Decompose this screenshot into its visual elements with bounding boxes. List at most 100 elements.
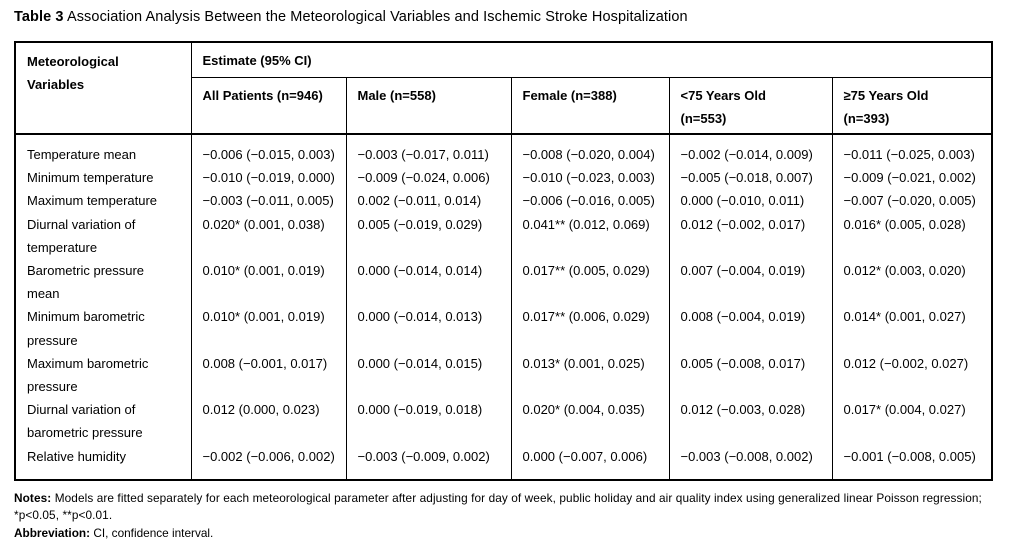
estimate-cell: 0.000 (−0.014, 0.015): [346, 351, 512, 399]
estimate-cell: 0.013* (0.001, 0.025): [511, 351, 670, 399]
row-label-line: Minimum barometric: [27, 309, 145, 325]
estimate-span-header: Estimate (95% CI): [191, 42, 993, 78]
row-label-line: Diurnal variation of: [27, 402, 136, 418]
estimate-cell: −0.006 (−0.015, 0.003): [191, 134, 347, 167]
estimate-cell: 0.005 (−0.008, 0.017): [669, 351, 833, 399]
column-header-line: (n=393): [843, 111, 890, 126]
row-label: Maximum temperature: [15, 189, 192, 213]
estimate-cell: 0.007 (−0.004, 0.019): [669, 259, 833, 306]
estimate-cell: 0.000 (−0.014, 0.014): [346, 259, 512, 306]
estimate-cell: 0.017* (0.004, 0.027): [843, 402, 966, 418]
estimate-cell: 0.000 (−0.010, 0.011): [669, 189, 833, 213]
estimate-cell: −0.003 (−0.008, 0.002): [669, 444, 833, 480]
estimate-cell: −0.010 (−0.019, 0.000): [191, 166, 347, 190]
column-header: ≥75 Years Old (n=393): [832, 77, 993, 135]
estimate-cell: 0.000 (−0.014, 0.013): [346, 305, 512, 352]
estimate-cell: −0.010 (−0.023, 0.003): [511, 166, 670, 190]
row-label-line: temperature: [27, 239, 98, 255]
column-header-line: Male (n=558): [357, 88, 436, 103]
estimate-cell: −0.003 (−0.009, 0.002): [346, 444, 512, 480]
estimate-cell: −0.002 (−0.006, 0.002): [191, 444, 347, 480]
column-header-line: Female (n=388): [522, 88, 617, 103]
notes: Notes: Models are fitted separately for …: [14, 490, 1000, 525]
column-header-line: ≥75 Years Old: [843, 88, 929, 103]
estimate-cell: −0.009 (−0.021, 0.002): [843, 170, 976, 186]
row-label-line: Relative humidity: [27, 448, 126, 464]
corner-header: Meteorological Variables: [15, 42, 192, 135]
estimate-cell: −0.003 (−0.011, 0.005): [191, 189, 347, 213]
estimate-cell: −0.011 (−0.025, 0.003): [843, 147, 975, 162]
table-body: Temperature mean −0.006 (−0.015, 0.003) −0…: [15, 134, 992, 480]
abbreviation: Abbreviation: CI, confidence interval.: [14, 525, 1000, 543]
row-label-line: pressure: [27, 379, 78, 395]
estimate-cell: 0.002 (−0.011, 0.014): [346, 189, 512, 213]
column-header: Male (n=558): [346, 77, 512, 135]
row-label-line: Maximum temperature: [27, 193, 158, 209]
estimate-cell: 0.016* (0.005, 0.028): [843, 216, 966, 232]
estimate-cell: 0.008 (−0.001, 0.017): [191, 351, 347, 399]
row-label-line: Maximum barometric: [27, 355, 149, 371]
row-label: Minimum temperature: [15, 166, 192, 190]
estimate-cell: 0.012 (−0.002, 0.017): [669, 212, 833, 260]
estimate-cell: 0.020* (0.001, 0.038): [191, 212, 347, 260]
estimate-cell: −0.008 (−0.020, 0.004): [511, 134, 670, 167]
column-header-row: All Patients (n=946) Male (n=558) Female (…: [15, 77, 993, 135]
table-row: Minimum barometric pressure 0.010* (0.001,…: [15, 305, 992, 352]
estimate-cell: 0.008 (−0.004, 0.019): [669, 305, 833, 352]
table-title-label: Table 3: [14, 9, 64, 25]
row-label-line: Minimum temperature: [27, 170, 154, 186]
estimate-cell: 0.010* (0.001, 0.019): [191, 259, 347, 306]
row-label: Temperature mean: [15, 134, 192, 167]
estimate-cell: 0.017** (0.005, 0.029): [511, 259, 670, 306]
estimate-cell: 0.010* (0.001, 0.019): [191, 305, 347, 352]
column-header: <75 Years Old (n=553): [669, 77, 833, 135]
table-row: Relative humidity −0.002 (−0.006, 0.002) −…: [15, 444, 992, 480]
corner-header-line1: Meteorological: [27, 54, 119, 69]
abbreviation-text: CI, confidence interval.: [93, 525, 214, 540]
corner-header-line2: Variables: [27, 77, 85, 92]
header-row-top: Meteorological Variables Estimate (95% C…: [15, 42, 993, 135]
row-label-line: Temperature mean: [27, 147, 137, 162]
estimate-cell: −0.003 (−0.017, 0.011): [346, 134, 512, 167]
table-row: Maximum barometric pressure 0.008 (−0.001,…: [15, 351, 992, 399]
column-header-line: (n=553): [680, 111, 727, 126]
table-row: Diurnal variation of barometric pressure 0…: [15, 398, 992, 445]
table-title: Table 3 Association Analysis Between the…: [14, 9, 1000, 26]
column-header: All Patients (n=946): [191, 77, 347, 135]
row-label: Diurnal variation of barometric pressure: [15, 398, 192, 445]
estimate-cell: 0.000 (−0.019, 0.018): [346, 398, 512, 445]
row-label: Minimum barometric pressure: [15, 305, 192, 352]
estimate-cell: 0.000 (−0.007, 0.006): [511, 444, 670, 480]
estimate-cell: 0.012 (−0.003, 0.028): [669, 398, 833, 445]
estimate-cell: −0.007 (−0.020, 0.005): [843, 193, 976, 209]
row-label-line: barometric pressure: [27, 425, 143, 441]
row-label: Diurnal variation of temperature: [15, 212, 192, 260]
estimate-cell: 0.005 (−0.019, 0.029): [346, 212, 512, 260]
row-label-line: Diurnal variation of: [27, 216, 136, 232]
estimate-cell: 0.012 (0.000, 0.023): [191, 398, 347, 445]
table-row: Minimum temperature −0.010 (−0.019, 0.000…: [15, 166, 992, 190]
column-header: Female (n=388): [511, 77, 670, 135]
estimate-cell: 0.017** (0.006, 0.029): [511, 305, 670, 352]
estimate-cell: −0.001 (−0.008, 0.005): [843, 448, 976, 464]
estimate-cell: 0.020* (0.004, 0.035): [511, 398, 670, 445]
column-header-line: <75 Years Old: [680, 88, 766, 103]
notes-label: Notes:: [14, 490, 52, 505]
row-label: Maximum barometric pressure: [15, 351, 192, 399]
estimate-cell: 0.041** (0.012, 0.069): [511, 212, 670, 260]
row-label-line: Barometric pressure: [27, 263, 145, 279]
estimate-cell: −0.009 (−0.024, 0.006): [346, 166, 512, 190]
row-label: Relative humidity: [15, 444, 192, 480]
abbreviation-label: Abbreviation:: [14, 525, 91, 540]
table-row: Diurnal variation of temperature 0.020* (0…: [15, 212, 992, 260]
column-header-line: All Patients (n=946): [202, 88, 323, 103]
association-table: Meteorological Variables Estimate (95% C…: [14, 41, 994, 481]
estimate-cell: −0.006 (−0.016, 0.005): [511, 189, 670, 213]
estimate-cell: −0.002 (−0.014, 0.009): [669, 134, 833, 167]
row-label: Barometric pressure mean: [15, 259, 192, 306]
table-row: Barometric pressure mean 0.010* (0.001, 0.…: [15, 259, 992, 306]
table-row: Temperature mean −0.006 (−0.015, 0.003) −0…: [15, 134, 992, 167]
table-row: Maximum temperature −0.003 (−0.011, 0.005…: [15, 189, 992, 213]
row-label-line: mean: [27, 286, 60, 302]
